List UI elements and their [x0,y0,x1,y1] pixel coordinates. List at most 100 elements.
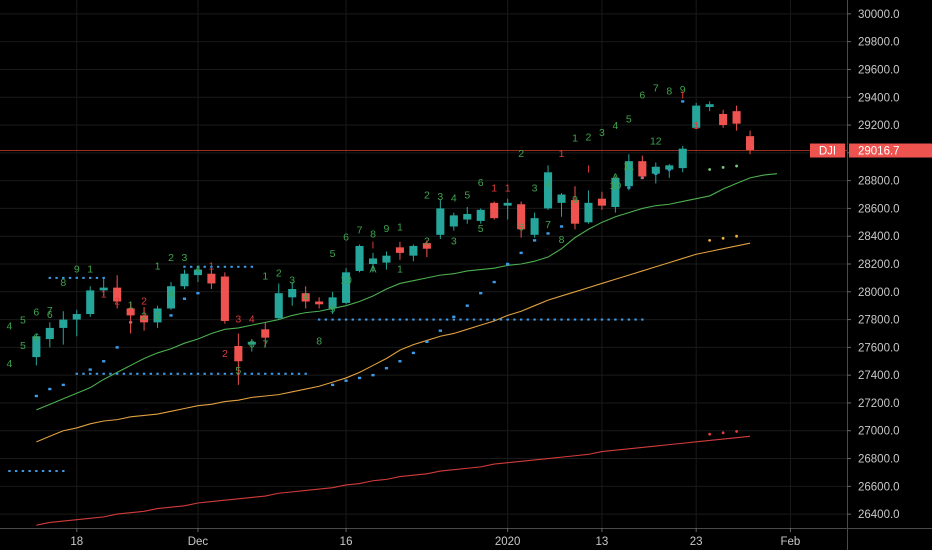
count-label: 6 [343,231,349,243]
level-dot [109,372,112,375]
level-dot [190,372,193,375]
count-label: A [612,172,619,184]
level-dot [412,318,415,321]
candle-body [166,286,176,309]
price-badge-bg [849,143,932,158]
count-label: I [372,240,375,252]
level-dot [55,470,58,473]
candle-body [584,202,593,223]
ma-projection-dot [735,164,738,168]
count-label: 4 [195,263,201,275]
count-label: 1 [262,270,268,282]
level-dot [216,265,220,268]
sar-dot [196,291,200,295]
count-label: 6 [478,177,484,189]
count-label: 2 [424,190,430,202]
ma-projection-dot [721,236,725,240]
level-dot [627,318,631,321]
ma-projection-dot [735,430,738,433]
level-dot [506,318,509,321]
x-tick-label: 13 [596,536,609,548]
level-dot [14,470,18,473]
y-tick-label: 28000.0 [858,287,900,299]
level-dot [378,318,381,321]
sar-dot [61,383,65,387]
level-dot [183,372,186,375]
count-label: I [116,279,119,291]
candle-body [342,272,351,303]
level-dot [82,276,85,279]
level-dot [418,318,422,321]
count-label: 5 [464,190,470,202]
count-label: 7 [47,305,53,317]
candle-body [328,297,337,309]
level-dot [28,470,31,473]
level-dot [614,318,617,321]
count-label: 1 [128,299,134,311]
level-dot [365,318,368,321]
level-dot [21,470,25,473]
level-dot [432,318,435,321]
count-label: 2 [586,131,592,143]
count-label: 3 [155,311,161,323]
candle-body [732,111,741,124]
count-label: 1 [397,222,403,234]
level-dot [190,265,193,268]
candle-body [692,105,701,128]
y-tick-label: 26800.0 [858,454,900,466]
count-label: I [681,90,684,102]
count-label: 3 [289,274,295,286]
level-dot [338,318,341,321]
candle-body [315,301,324,305]
level-dot [216,372,220,375]
level-dot [250,265,254,268]
count-label: 1 [491,183,497,195]
candle-body [422,243,431,249]
y-tick-label: 29800.0 [858,37,900,49]
count-label: 4 [7,320,13,332]
count-label: 2 [424,236,430,248]
count-label: 6 [47,309,53,321]
y-tick-label: 27200.0 [858,398,900,410]
y-tick-label: 29200.0 [858,120,900,132]
level-dot [445,318,449,321]
candle-body [665,165,674,170]
count-label: 7 [653,83,659,95]
candle-body [301,293,310,302]
count-label: 1 [559,148,565,160]
sar-dot [115,346,119,349]
count-label: 4 [7,358,13,370]
count-label: 9 [680,84,686,96]
level-dot [156,372,159,375]
level-dot [492,318,496,321]
y-tick-label: 27400.0 [858,370,900,382]
sar-dot [169,314,173,317]
y-tick-label: 28800.0 [858,176,900,188]
count-label: 4 [451,192,457,204]
candle-body [409,245,418,256]
level-dot [351,318,355,321]
y-tick-label: 28600.0 [858,203,900,215]
level-dot [129,372,132,375]
candle-body [32,336,41,358]
count-label: 2 [114,295,120,307]
count-label: 8 [60,277,66,289]
count-label: 5 [20,315,26,327]
count-label: 5 [478,223,484,235]
sar-dot [438,329,442,332]
level-dot [35,470,38,473]
sar-dot [182,297,187,300]
level-dot [459,318,462,321]
level-dot [62,276,65,279]
level-dot [324,318,328,321]
count-label: 6 [33,331,39,343]
ma-green-line [36,173,778,411]
level-dot [230,372,233,375]
level-dot [89,276,92,279]
candle-body [638,161,647,177]
level-dot [344,318,348,321]
count-label: 2 [518,148,524,160]
count-label: I [587,163,590,175]
ma-projection-dot [721,166,725,169]
level-dot [176,372,179,375]
